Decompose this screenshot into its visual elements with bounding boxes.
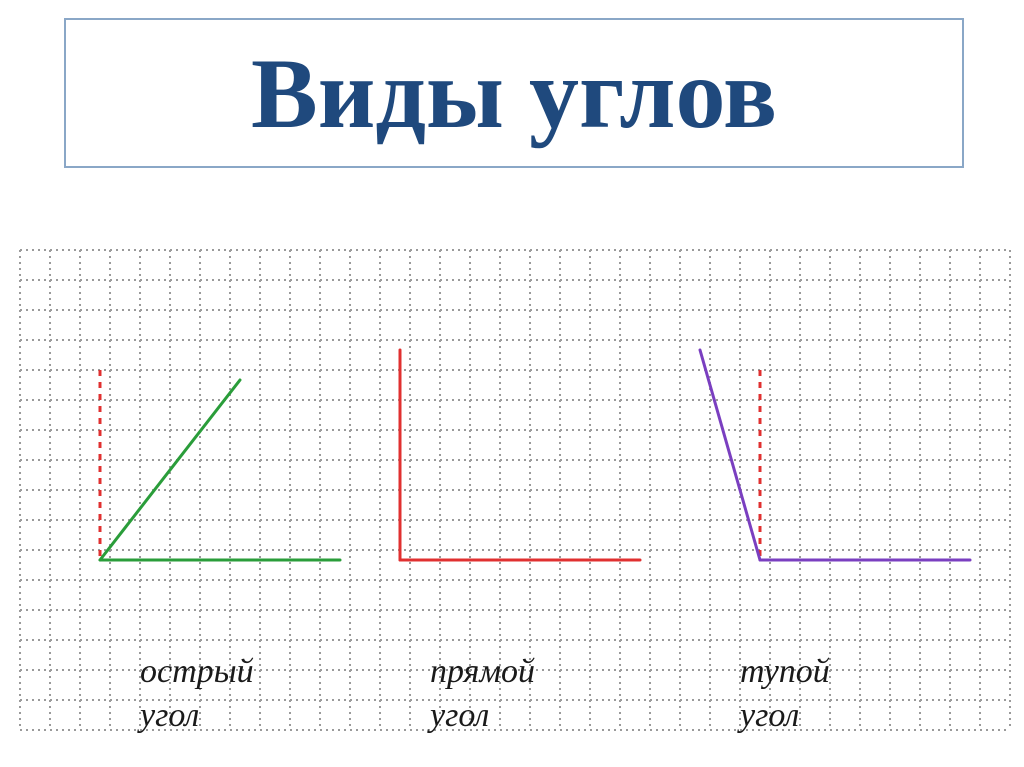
- label-right-line1: прямой: [430, 650, 535, 694]
- label-acute-line2: угол: [140, 694, 254, 738]
- label-acute: острый угол: [140, 650, 254, 738]
- label-acute-line1: острый: [140, 650, 254, 694]
- label-right: прямой угол: [430, 650, 535, 738]
- label-obtuse: тупой угол: [740, 650, 830, 738]
- label-obtuse-line1: тупой: [740, 650, 830, 694]
- label-obtuse-line2: угол: [740, 694, 830, 738]
- label-right-line2: угол: [430, 694, 535, 738]
